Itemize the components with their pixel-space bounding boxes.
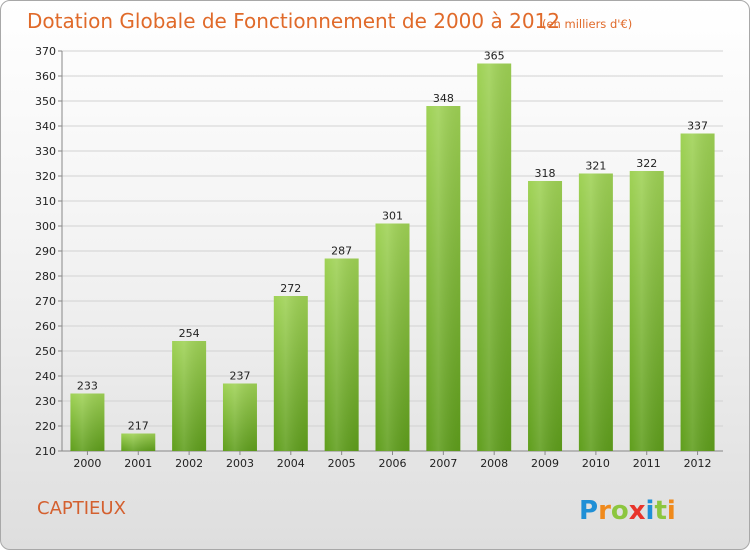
- logo-letter: x: [629, 496, 646, 526]
- x-tick-label: 2012: [684, 457, 712, 470]
- value-label: 337: [687, 120, 708, 133]
- y-tick-label: 310: [35, 195, 56, 208]
- y-tick-label: 250: [35, 345, 56, 358]
- value-label: 348: [433, 92, 454, 105]
- value-label: 322: [636, 157, 657, 170]
- logo-letter: i: [667, 496, 676, 526]
- labels: 210 220 230 240 250 260 270 280 290 300 310 320 330 3…: [35, 45, 712, 470]
- x-tick-label: 2010: [582, 457, 610, 470]
- y-tick-label: 210: [35, 445, 56, 458]
- logo-letter: i: [646, 496, 655, 526]
- y-tick-label: 230: [35, 395, 56, 408]
- proxiti-logo: Proxiti: [579, 496, 676, 526]
- x-tick-label: 2005: [328, 457, 356, 470]
- logo-letter: o: [611, 496, 629, 526]
- y-tick-label: 340: [35, 120, 56, 133]
- bar-shine: [70, 393, 105, 451]
- x-tick-label: 2009: [531, 457, 559, 470]
- bars: [70, 63, 715, 451]
- bar-shine: [375, 223, 410, 451]
- x-tick-label: 2006: [379, 457, 407, 470]
- chart-title: Dotation Globale de Fonctionnement de 20…: [27, 9, 560, 33]
- bar-shine: [528, 181, 563, 451]
- value-label: 318: [535, 167, 556, 180]
- x-tick-label: 2008: [480, 457, 508, 470]
- x-tick-label: 2002: [175, 457, 203, 470]
- logo-letter: P: [579, 496, 598, 526]
- bar-shine: [426, 106, 461, 451]
- value-label: 287: [331, 245, 352, 258]
- y-tick-label: 270: [35, 295, 56, 308]
- value-label: 233: [77, 380, 98, 393]
- y-tick-label: 300: [35, 220, 56, 233]
- chart-subtitle: (en milliers d'€): [542, 17, 632, 31]
- x-tick-label: 2003: [226, 457, 254, 470]
- value-label: 272: [280, 282, 301, 295]
- y-tick-label: 320: [35, 170, 56, 183]
- y-tick-label: 370: [35, 45, 56, 58]
- bar-shine: [578, 173, 613, 451]
- logo-letter: r: [598, 496, 611, 526]
- value-label: 301: [382, 210, 403, 223]
- bar-shine: [273, 296, 308, 451]
- logo-letter: t: [654, 496, 666, 526]
- bar-shine: [477, 63, 512, 451]
- bar-shine: [629, 171, 664, 451]
- x-tick-label: 2001: [124, 457, 152, 470]
- x-tick-label: 2000: [73, 457, 101, 470]
- bar-shine: [324, 258, 359, 451]
- commune-name: CAPTIEUX: [37, 498, 126, 519]
- y-tick-label: 280: [35, 270, 56, 283]
- y-tick-label: 350: [35, 95, 56, 108]
- x-tick-label: 2007: [429, 457, 457, 470]
- y-tick-label: 330: [35, 145, 56, 158]
- x-tick-label: 2004: [277, 457, 305, 470]
- y-tick-label: 220: [35, 420, 56, 433]
- value-label: 237: [229, 370, 250, 383]
- y-tick-label: 260: [35, 320, 56, 333]
- value-label: 217: [128, 420, 149, 433]
- bar-shine: [680, 133, 715, 451]
- value-label: 365: [484, 50, 505, 63]
- y-tick-label: 290: [35, 245, 56, 258]
- x-tick-label: 2011: [633, 457, 661, 470]
- bar-shine: [172, 341, 207, 451]
- value-label: 254: [179, 327, 200, 340]
- bar-shine: [222, 383, 257, 451]
- bar-shine: [121, 433, 156, 451]
- y-tick-label: 360: [35, 70, 56, 83]
- value-label: 321: [585, 160, 606, 173]
- y-tick-label: 240: [35, 370, 56, 383]
